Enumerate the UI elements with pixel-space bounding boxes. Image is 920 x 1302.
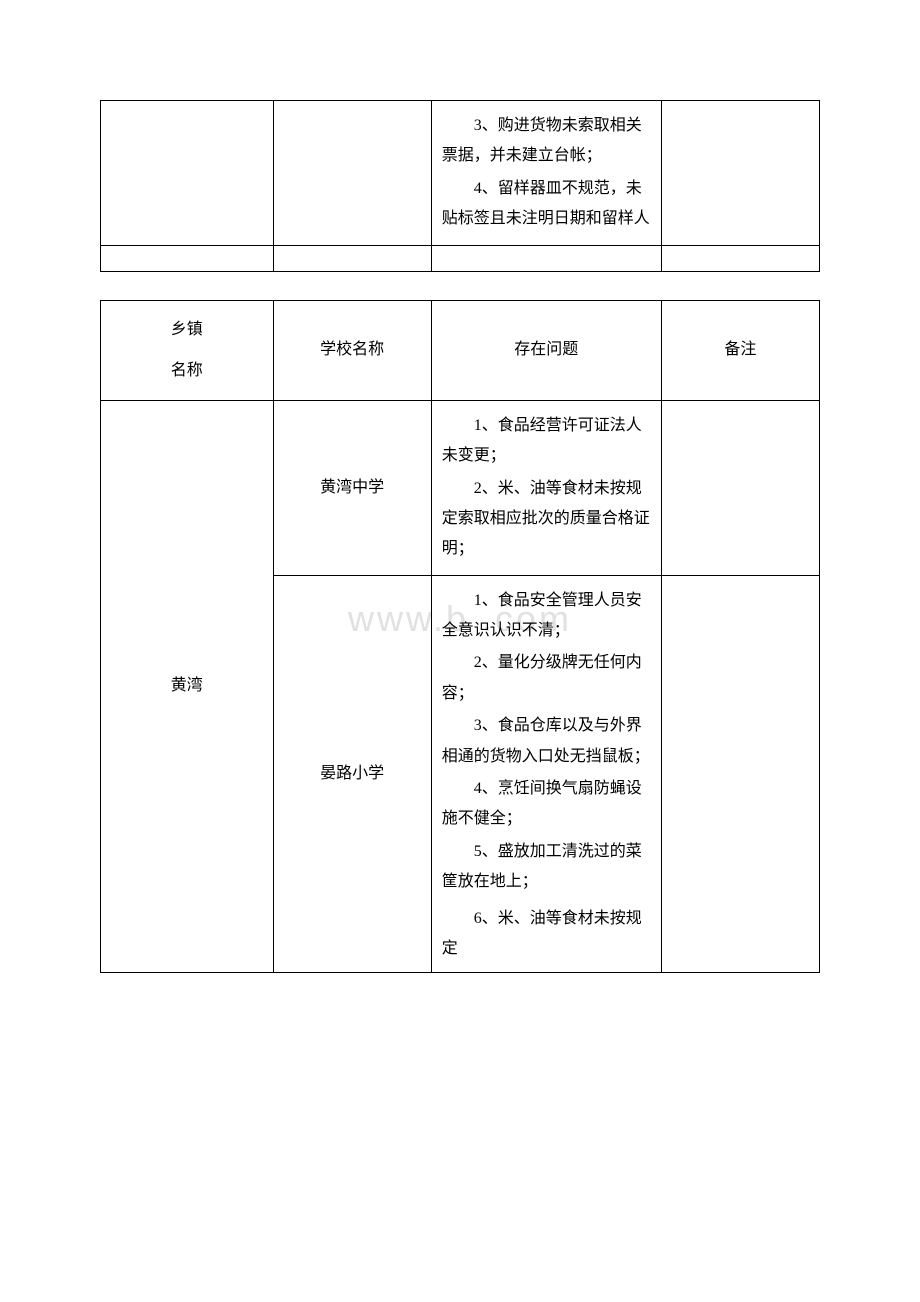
- cell-issue: 1、食品安全管理人员安全意识认识不清； 2、量化分级牌无任何内容； 3、食品仓库…: [431, 575, 661, 973]
- cell-empty: [273, 245, 431, 271]
- header-note: 备注: [661, 300, 819, 400]
- cell-school-empty: [273, 101, 431, 246]
- header-issue: 存在问题: [431, 300, 661, 400]
- issue-item-2: 2、量化分级牌无任何内容；: [442, 648, 651, 709]
- cell-note-empty: [661, 101, 819, 246]
- header-town: 乡镇 名称: [101, 300, 274, 400]
- cell-issue: 3、购进货物未索取相关票据，并未建立台帐； 4、留样器皿不规范，未贴标签且未注明…: [431, 101, 661, 246]
- cell-empty: [661, 245, 819, 271]
- table-2: 乡镇 名称 学校名称 存在问题 备注 黄湾 黄湾中学 1、食品经营许可证法人未变…: [100, 300, 820, 974]
- table-row: 黄湾 黄湾中学 1、食品经营许可证法人未变更； 2、米、油等食材未按规定索取相应…: [101, 400, 820, 575]
- issue-item-5: 5、盛放加工清洗过的菜筐放在地上；: [442, 837, 651, 898]
- table-row: 3、购进货物未索取相关票据，并未建立台帐； 4、留样器皿不规范，未贴标签且未注明…: [101, 101, 820, 246]
- cell-note-empty: [661, 400, 819, 575]
- issue-item-1: 1、食品安全管理人员安全意识认识不清；: [442, 586, 651, 647]
- header-school: 学校名称: [273, 300, 431, 400]
- cell-issue: 1、食品经营许可证法人未变更； 2、米、油等食材未按规定索取相应批次的质量合格证…: [431, 400, 661, 575]
- header-town-line1: 乡镇: [111, 309, 263, 351]
- cell-empty: [101, 245, 274, 271]
- cell-town: 黄湾: [101, 400, 274, 973]
- table-header-row: 乡镇 名称 学校名称 存在问题 备注: [101, 300, 820, 400]
- issue-item-4: 4、烹饪间换气扇防蝇设施不健全；: [442, 774, 651, 835]
- issue-item-4: 4、留样器皿不规范，未贴标签且未注明日期和留样人: [442, 174, 651, 235]
- issue-item-1: 1、食品经营许可证法人未变更；: [442, 411, 651, 472]
- cell-note-empty: [661, 575, 819, 973]
- cell-town-empty: [101, 101, 274, 246]
- table-row-empty: [101, 245, 820, 271]
- header-town-line2: 名称: [111, 350, 263, 392]
- table-1-continuation: 3、购进货物未索取相关票据，并未建立台帐； 4、留样器皿不规范，未贴标签且未注明…: [100, 100, 820, 272]
- cell-empty: [431, 245, 661, 271]
- cell-school: 黄湾中学: [273, 400, 431, 575]
- issue-item-6: 6、米、油等食材未按规定: [442, 904, 651, 965]
- cell-school: 晏路小学: [273, 575, 431, 973]
- issue-item-3: 3、食品仓库以及与外界相通的货物入口处无挡鼠板；: [442, 711, 651, 772]
- issue-item-2: 2、米、油等食材未按规定索取相应批次的质量合格证明；: [442, 474, 651, 565]
- issue-item-3: 3、购进货物未索取相关票据，并未建立台帐；: [442, 111, 651, 172]
